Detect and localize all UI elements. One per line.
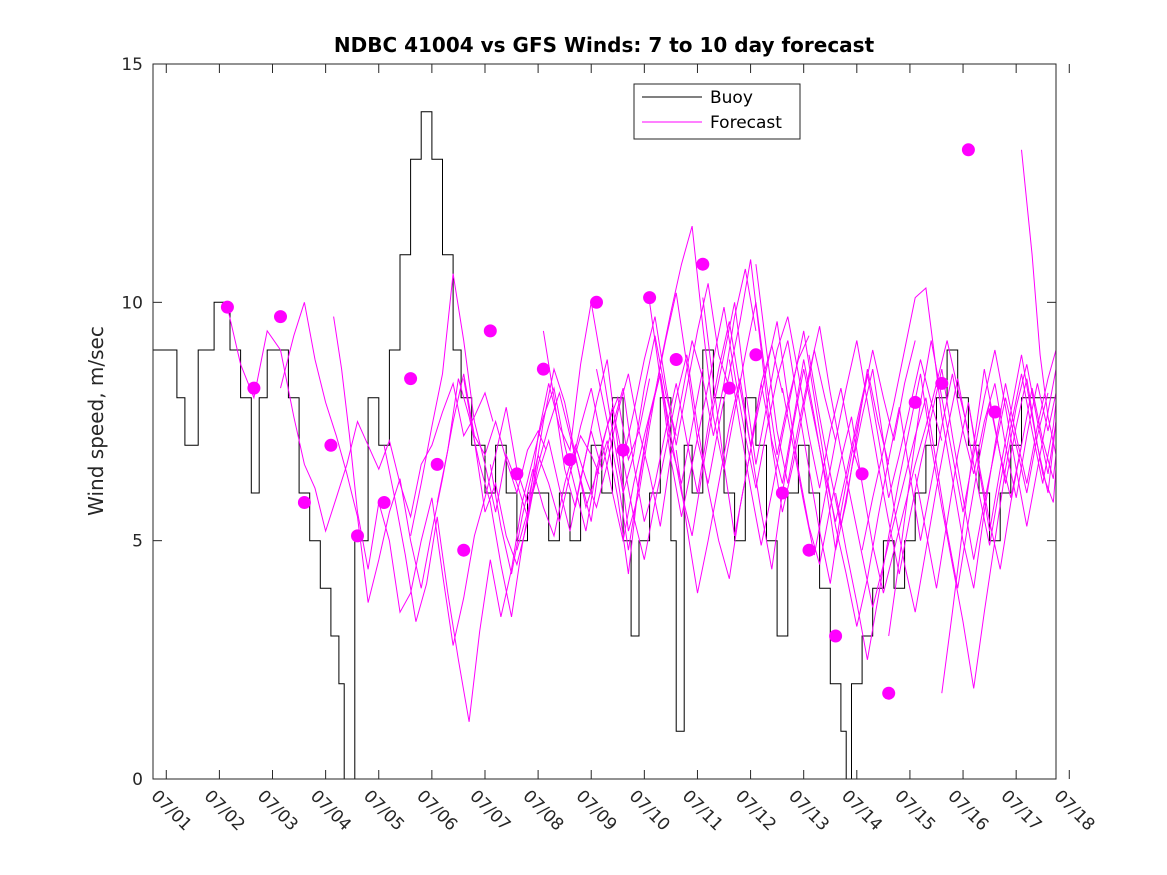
forecast-marker <box>855 467 869 481</box>
forecast-marker <box>430 457 444 471</box>
forecast-marker <box>590 295 603 309</box>
forecast-marker <box>935 376 949 390</box>
forecast-marker <box>988 405 1002 419</box>
forecast-marker <box>457 543 471 557</box>
legend: Buoy Forecast <box>633 83 801 140</box>
forecast-marker <box>722 381 736 395</box>
forecast-marker <box>404 372 418 386</box>
buoy-series-line <box>153 111 1056 779</box>
forecast-marker <box>510 467 524 481</box>
forecast-trace <box>226 306 494 533</box>
forecast-marker <box>616 443 630 457</box>
forecast-marker <box>775 486 789 500</box>
forecast-trace <box>596 302 863 551</box>
forecast-marker <box>696 257 710 271</box>
chart-title: NDBC 41004 vs GFS Winds: 7 to 10 day for… <box>334 33 875 57</box>
forecast-trace <box>967 388 1056 570</box>
forecast-trace <box>755 264 1022 608</box>
forecast-trace <box>622 354 890 579</box>
forecast-trace <box>569 259 837 541</box>
forecast-trace <box>542 225 810 532</box>
forecast-marker <box>961 143 975 157</box>
forecast-trace <box>675 359 943 594</box>
forecast-marker <box>563 453 577 467</box>
forecast-trace <box>994 383 1056 498</box>
forecast-trace <box>728 330 996 627</box>
forecast-trace <box>516 321 783 551</box>
forecast-marker <box>351 529 364 543</box>
forecast-trace <box>781 340 1049 575</box>
forecast-marker <box>247 381 261 395</box>
y-tick-label: 15 <box>121 55 143 75</box>
forecast-trace <box>489 268 757 575</box>
forecast-marker <box>908 395 922 409</box>
forecast-trace <box>333 316 600 646</box>
forecast-marker <box>829 629 843 643</box>
forecast-trace <box>861 286 1056 589</box>
legend-buoy-label: Buoy <box>710 88 753 108</box>
forecast-marker <box>483 324 497 338</box>
forecast-trace <box>888 340 1056 637</box>
forecast-marker <box>669 353 683 366</box>
forecast-marker <box>802 543 816 557</box>
forecast-marker <box>377 496 391 509</box>
forecast-marker <box>324 438 338 452</box>
forecast-trace <box>835 364 1056 689</box>
forecast-trace <box>941 369 1056 694</box>
y-tick-label: 5 <box>132 532 143 552</box>
forecast-marker <box>643 291 657 305</box>
forecast-trace <box>410 273 677 536</box>
forecast-marker <box>882 686 896 700</box>
forecast-marker <box>536 362 550 376</box>
forecast-marker <box>749 348 763 362</box>
legend-forecast-label: Forecast <box>710 113 782 133</box>
plot-area <box>152 63 1057 780</box>
forecast-trace <box>808 354 1056 613</box>
forecast-marker <box>297 496 311 509</box>
y-axis-label: Wind speed, m/sec <box>84 326 108 516</box>
forecast-trace <box>1021 149 1056 456</box>
forecast-marker <box>220 300 234 314</box>
y-tick-label: 0 <box>132 770 143 790</box>
forecast-trace <box>463 283 730 567</box>
forecast-marker <box>274 310 287 324</box>
y-tick-label: 10 <box>121 293 143 313</box>
